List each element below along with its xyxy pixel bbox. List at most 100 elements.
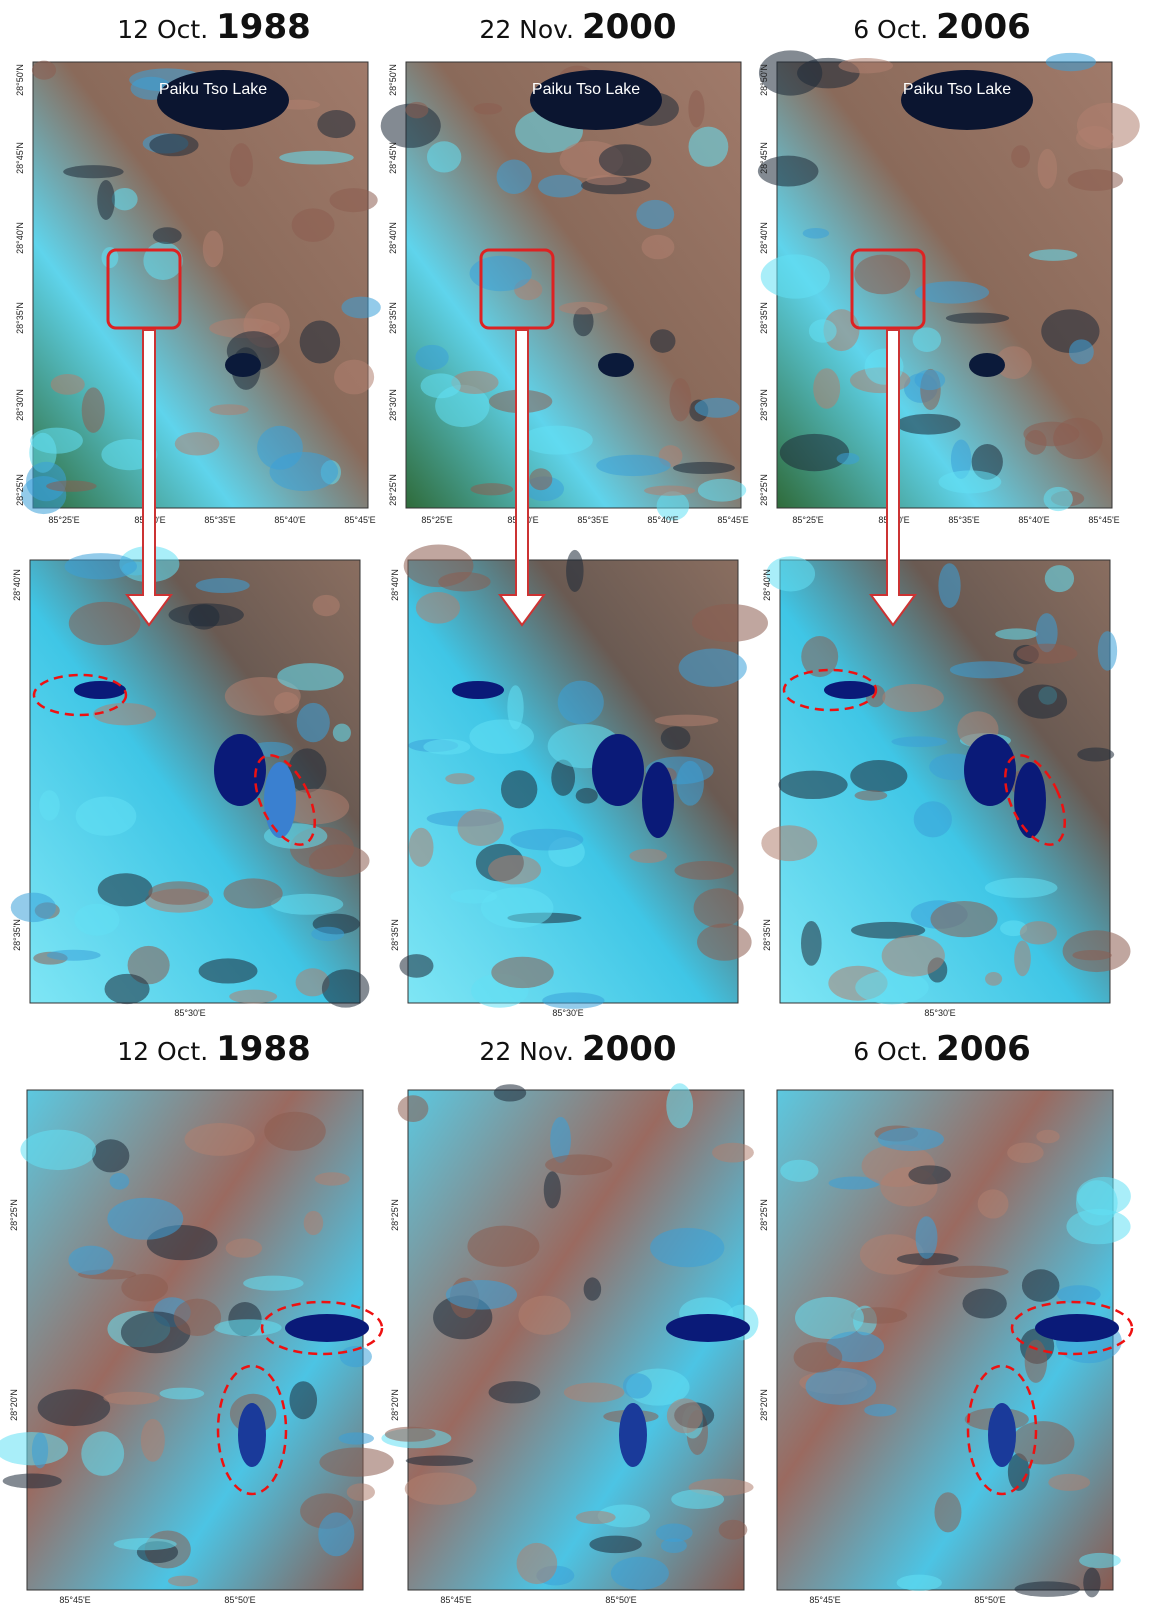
terrain-patch [317, 110, 356, 139]
terrain-patch [985, 971, 1003, 986]
terrain-patch [688, 90, 705, 128]
terrain-patch [1079, 1552, 1121, 1569]
terrain-patch [279, 150, 354, 165]
title-date: 22 Nov. [479, 15, 574, 44]
terrain-patch [423, 739, 471, 755]
terrain-patch [68, 601, 141, 646]
terrain-patch [915, 1216, 938, 1259]
terrain-patch [995, 346, 1032, 380]
terrain-patch [1043, 486, 1073, 512]
terrain-patch [1011, 1421, 1075, 1465]
title-date: 6 Oct. [853, 1037, 928, 1066]
panel-title: 6 Oct. 2006 [853, 7, 1031, 47]
terrain-patch [81, 387, 105, 433]
lake [530, 70, 662, 130]
lat-label: 28°30'N [15, 389, 25, 421]
lon-label: 85°30'E [174, 1008, 205, 1018]
lon-label: 85°40'E [1018, 515, 1049, 525]
terrain-patch [1037, 148, 1058, 189]
panel-title: 22 Nov. 2000 [479, 7, 676, 47]
terrain-patch [854, 254, 911, 295]
terrain-patch [31, 1432, 49, 1469]
terrain-patch [583, 1277, 602, 1301]
terrain-patch [1024, 1339, 1048, 1383]
terrain-patch [500, 770, 538, 809]
terrain-patch [589, 1535, 642, 1554]
terrain-patch [908, 1165, 951, 1185]
lat-label: 28°35'N [390, 919, 400, 951]
terrain-patch [521, 425, 593, 455]
lake [452, 681, 504, 699]
change-marker [782, 668, 878, 712]
terrain-patch [426, 141, 462, 173]
terrain-patch [779, 433, 850, 472]
title-date: 22 Nov. [479, 1037, 574, 1066]
zoom-arrow [498, 329, 546, 627]
lon-label: 85°50'E [224, 1595, 255, 1605]
terrain-patch [697, 923, 752, 961]
terrain-patch [37, 1389, 111, 1427]
terrain-patch [127, 945, 170, 985]
lat-label: 28°20'N [9, 1389, 19, 1421]
terrain-patch [20, 1129, 97, 1171]
terrain-patch [274, 691, 300, 714]
lat-label: 28°45'N [759, 142, 769, 174]
title-year: 1988 [216, 7, 311, 47]
lon-label: 85°45'E [59, 1595, 90, 1605]
lake [901, 70, 1033, 130]
terrain-patch [467, 1225, 540, 1267]
terrain-patch [575, 1510, 616, 1525]
terrain-patch [312, 594, 340, 617]
terrain-patch [912, 327, 942, 352]
title-year: 2006 [936, 7, 1031, 47]
terrain-patch [660, 1538, 687, 1554]
zoom-arrow [125, 329, 173, 627]
terrain-patch [636, 199, 675, 230]
change-marker [260, 1300, 384, 1356]
terrain-patch [859, 1234, 924, 1275]
terrain-patch [914, 281, 990, 304]
terrain-patch [63, 165, 124, 179]
terrain-patch [10, 892, 56, 923]
terrain-patch [198, 958, 258, 984]
terrain-patch [557, 680, 604, 725]
terrain-patch [851, 921, 926, 939]
terrain-patch [338, 1432, 374, 1445]
zoom-box [850, 248, 926, 330]
terrain-patch [1017, 684, 1068, 719]
terrain-patch [1053, 417, 1103, 460]
panel-title: 6 Oct. 2006 [853, 1029, 1031, 1069]
terrain-patch [654, 714, 719, 727]
terrain-patch [688, 126, 729, 167]
lake [598, 353, 634, 377]
lat-label: 28°35'N [15, 302, 25, 334]
terrain-patch [445, 1279, 518, 1310]
terrain-patch [949, 661, 1024, 679]
terrain-patch [694, 397, 740, 418]
lon-label: 85°30'E [552, 1008, 583, 1018]
terrain-patch [202, 230, 224, 268]
lat-label: 28°25'N [390, 1199, 400, 1231]
lon-label: 85°45'E [440, 1595, 471, 1605]
terrain-patch [469, 719, 534, 754]
terrain-patch [938, 1265, 1009, 1278]
terrain-patch [934, 1492, 962, 1533]
lat-label: 28°40'N [12, 569, 22, 601]
terrain-patch [882, 683, 944, 713]
lat-label: 28°35'N [759, 302, 769, 334]
terrain-patch [674, 861, 735, 880]
terrain-patch [341, 296, 381, 319]
lat-label: 28°20'N [390, 1389, 400, 1421]
lat-label: 28°40'N [15, 222, 25, 254]
change-marker [1010, 1300, 1134, 1356]
terrain-patch [50, 373, 85, 395]
terrain-patch [766, 556, 816, 592]
terrain-patch [877, 1127, 945, 1151]
terrain-patch [1066, 1208, 1131, 1245]
terrain-patch [542, 992, 605, 1009]
terrain-patch [669, 378, 692, 422]
terrain-patch [469, 255, 532, 292]
lat-label: 28°45'N [388, 142, 398, 174]
lon-label: 85°25'E [421, 515, 452, 525]
terrain-patch [995, 628, 1038, 640]
